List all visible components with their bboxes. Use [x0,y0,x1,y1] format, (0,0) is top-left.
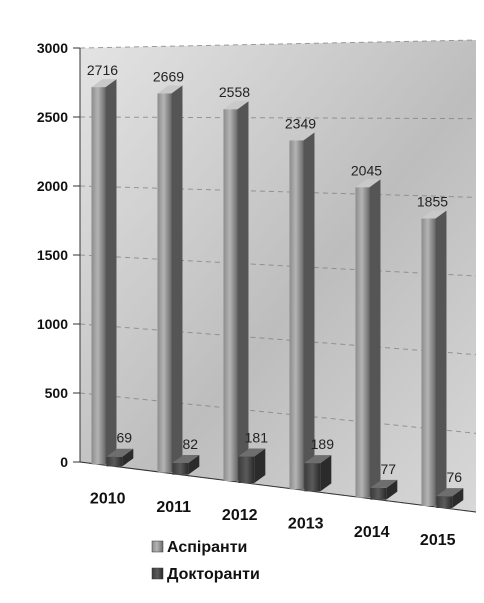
bar-doktoranty-side [122,448,134,467]
gridline [79,254,477,277]
bar-doktoranty [238,448,266,483]
bar-doktoranty-side [386,479,398,500]
y-tick-label: 1500 [37,247,68,263]
x-axis [79,461,477,513]
bar-aspiranty-side [105,79,117,465]
bars [91,79,464,508]
x-tick-label: 2010 [90,491,126,508]
bar-aspiranty-front [355,187,370,498]
gridline [79,39,477,49]
bar-aspiranty-side [171,85,183,473]
bar-doktoranty-front [304,463,321,492]
x-tick-label: 2015 [420,532,456,549]
bar-aspiranty-top [91,79,117,88]
bar-aspiranty [91,79,117,465]
bar-aspiranty-top [289,132,315,141]
bar-aspiranty-side [369,179,381,498]
bar-aspiranty-side [303,132,315,490]
bar-aspiranty-top [355,179,381,188]
data-label-aspiranty: 2045 [351,162,382,178]
data-labels: 2716 69 2669 82 2558 181 2349 189 2045 77 1855 76 [87,62,462,485]
y-tick-label: 2000 [37,178,68,194]
bar-aspiranty [223,101,249,482]
bar-aspiranty [355,179,381,498]
bar-aspiranty-front [157,93,172,473]
bar-aspiranty [421,210,447,507]
bar-aspiranty [157,85,183,473]
bar-doktoranty-top [106,448,134,457]
data-label-aspiranty: 2558 [219,84,250,100]
bar-doktoranty [436,488,464,508]
bar-aspiranty-top [421,210,447,219]
bar-doktoranty-front [370,487,387,500]
bar-doktoranty-side [188,454,200,475]
bar-doktoranty [106,448,134,467]
x-tick-label: 2011 [156,499,191,516]
plot-area [80,40,476,512]
bar-doktoranty-front [172,462,189,475]
gridline [79,392,477,434]
data-label-aspiranty: 2349 [285,115,316,131]
bar-doktoranty-top [172,454,200,463]
data-label-doktoranty: 69 [117,430,133,446]
legend-label: Докторанти [167,566,260,583]
bar-aspiranty-front [223,109,238,482]
legend: Аспіранти Докторанти [151,539,260,583]
legend-swatch [151,540,164,553]
bar-doktoranty-side [452,488,464,508]
y-tick-label: 2500 [37,109,68,125]
y-tick-label: 1000 [37,316,68,332]
y-tick-label: 0 [60,454,68,470]
bar-aspiranty-front [421,218,436,507]
bar-aspiranty-top [157,85,183,94]
data-label-doktoranty: 189 [311,436,335,452]
gridline [79,185,477,198]
bar-doktoranty-top [436,488,464,497]
plot-background [80,40,476,512]
data-label-aspiranty: 2716 [87,62,118,78]
x-tick-label: 2014 [354,524,390,541]
bar-doktoranty-top [238,448,266,457]
bar-doktoranty-side [320,455,332,492]
bar-doktoranty-top [370,479,398,488]
bar-doktoranty-front [436,496,453,508]
bar-aspiranty [289,132,315,490]
x-tick-label: 2012 [222,507,258,524]
data-label-doktoranty: 76 [447,469,463,485]
bar-aspiranty-side [435,210,447,507]
legend-label: Аспіранти [167,539,247,556]
bar-aspiranty-front [91,87,106,465]
bar-doktoranty [304,455,332,492]
bar-doktoranty [172,454,200,475]
gridline [79,323,477,356]
bar-doktoranty-side [254,448,266,483]
bar-doktoranty [370,479,398,500]
bar-aspiranty-top [223,101,249,110]
x-tick-label: 2013 [288,516,324,533]
axes: 0 500 1000 1500 2000 2500 3000 2010 2011 2012 2013… [37,40,477,549]
y-tick-label: 500 [45,385,69,401]
bar-aspiranty-side [237,101,249,482]
bar-doktoranty-front [238,456,255,483]
legend-swatch [151,567,164,580]
bar-doktoranty-front [106,456,123,467]
data-label-doktoranty: 77 [381,461,397,477]
data-label-doktoranty: 82 [183,436,199,452]
gridline [79,116,477,120]
data-label-doktoranty: 181 [245,430,269,446]
data-label-aspiranty: 1855 [417,193,448,209]
data-label-aspiranty: 2669 [153,68,184,84]
y-tick-label: 3000 [37,40,68,56]
bar-aspiranty-front [289,140,304,490]
bar-doktoranty-top [304,455,332,464]
